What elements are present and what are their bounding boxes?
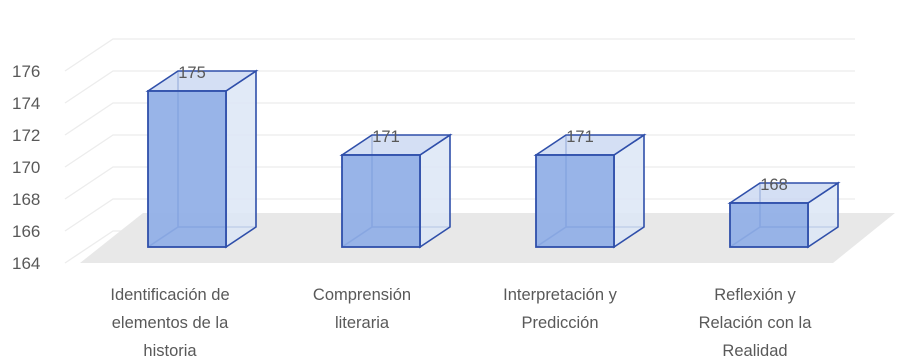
y-tick-label: 170 xyxy=(12,158,40,177)
bar xyxy=(339,133,453,249)
y-tick-label: 174 xyxy=(12,94,40,113)
x-axis-categories: Identificación de elementos de la historia… xyxy=(110,286,812,358)
bar xyxy=(727,181,841,249)
gridline xyxy=(64,38,855,72)
chart-floor xyxy=(80,213,895,263)
bar xyxy=(145,69,259,249)
gridline xyxy=(64,102,855,136)
y-tick-label: 172 xyxy=(12,126,40,145)
x-tick-label: Interpretación y Predicción xyxy=(503,286,617,332)
data-labels: 175 171 171 168 xyxy=(178,64,788,194)
x-tick-label: Identificación de elementos de la historia xyxy=(110,286,229,358)
gridlines xyxy=(64,38,855,264)
bar xyxy=(533,133,647,249)
y-tick-label: 168 xyxy=(12,190,40,209)
y-axis-ticks: 164 166 168 170 172 174 176 xyxy=(12,62,40,273)
y-tick-label: 164 xyxy=(12,254,40,273)
bars xyxy=(145,69,841,249)
data-label: 168 xyxy=(760,176,788,194)
gridline xyxy=(64,70,855,104)
data-label: 171 xyxy=(372,128,400,146)
x-tick-label: Comprensión literaria xyxy=(313,286,411,332)
x-tick-label: Reflexión y Relación con la Realidad xyxy=(699,286,813,358)
floor-plane xyxy=(80,213,895,263)
y-tick-label: 176 xyxy=(12,62,40,81)
data-label: 171 xyxy=(566,128,594,146)
data-label: 175 xyxy=(178,64,206,82)
y-tick-label: 166 xyxy=(12,222,40,241)
